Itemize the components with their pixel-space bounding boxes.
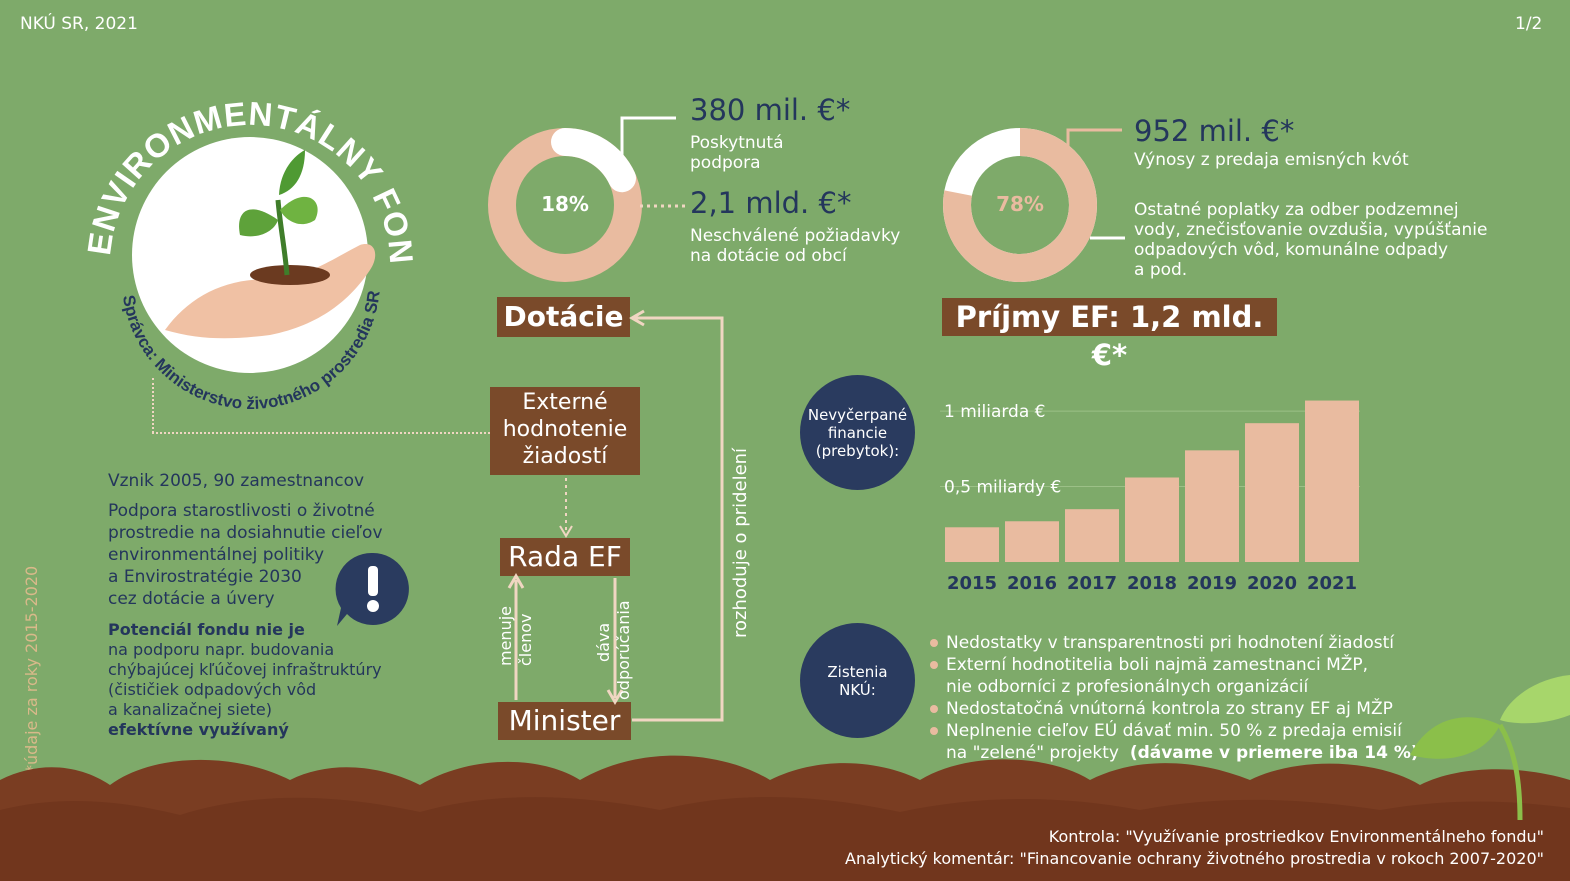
rozhoduje-label: rozhoduje o pridelení [730,447,751,638]
logo-connector-horizontal [152,432,490,434]
finding-item: Nedostatky v transparentnosti pri hodnot… [930,632,1419,654]
income-total-box: Príjmy EF: 1,2 mld. €* [942,298,1277,372]
page-number: 1/2 [1515,14,1543,34]
other-fees-line: a pod. [1134,260,1188,280]
surplus-line: Nevyčerpané [807,405,908,424]
desc-line: cez dotácie a úvery [108,589,275,609]
flow-arrows [507,309,724,722]
year-label: 2020 [1247,573,1297,594]
desc-line: a Envirostratégie 2030 [108,567,302,587]
emission-value: 952 mil. €* [1134,114,1295,148]
soil-decoration [0,755,1570,881]
external-line: hodnotenie [502,417,628,442]
potential-line: a kanalizačnej siete) [108,700,273,719]
year-label: 2021 [1307,573,1357,594]
support-value: 380 mil. €* [690,93,851,127]
findings-list: Nedostatky v transparentnosti pri hodnot… [930,632,1419,764]
logo-connector-vertical [152,378,154,433]
potential-line: Potenciál fondu nie je [108,620,305,639]
finding-text: na "zelené" projekty [946,743,1119,763]
surplus-line: financie [827,423,888,442]
bar-2015 [945,527,999,562]
findings-circle-line: NKÚ: [839,680,876,699]
footer-line: Analytický komentár: "Financovanie ochra… [845,849,1544,868]
fund-logo: ENVIRONMENTÁLNY FOND Správca: Ministerst… [80,90,419,413]
dava-line: odporúčania [614,600,633,700]
rejected-label-line: na dotácie od obcí [690,246,847,266]
bar-2019 [1185,450,1239,562]
dava-line: dáva [594,622,613,662]
bar-2017 [1065,509,1119,562]
footer-sources: Kontrola: "Využívanie prostriedkov Envir… [845,826,1544,870]
dotacie-box: Dotácie [497,297,630,337]
finding-item: Neplnenie cieľov EÚ dávať min. 50 % z pr… [930,720,1419,742]
findings-circle: Zistenia NKÚ: [800,623,915,738]
support-label-line: Poskytnutá [690,133,784,153]
other-fees-line: vody, znečisťovanie ovzdušia, vypúšťanie [1134,220,1488,240]
menuje-label: menuje členov [496,606,536,666]
income-donut [943,128,1097,282]
finding-item-cont: nie odborníci z profesionálnych organizá… [946,677,1309,697]
external-evaluation-box: Externé hodnotenie žiadostí [490,387,640,475]
year-label: 2015 [947,573,997,594]
menuje-line: menuje [496,606,515,666]
finding-highlight: (dávame v priemere iba 14 %) [1129,743,1419,763]
other-fees-line: odpadových vôd, komunálne odpady [1134,240,1449,260]
bar-2021 [1305,400,1359,562]
income-percent: 78% [996,192,1044,216]
bar-2020 [1245,423,1299,562]
rada-ef-box: Rada EF [500,538,630,576]
bar-2018 [1125,477,1179,562]
menuje-line: členov [516,613,535,666]
gridline-label: 1 miliarda € [944,402,1046,422]
potential-text: Potenciál fondu nie je na podporu napr. … [108,620,382,740]
findings-circle-line: Zistenia [827,662,888,681]
year-label: 2017 [1067,573,1117,594]
surplus-line: (prebytok): [815,441,900,460]
potential-line: efektívne využívaný [108,720,289,739]
rejected-label-line: Neschválené požiadavky [690,226,901,246]
rejected-value: 2,1 mld. €* [690,186,852,220]
source-label: NKÚ SR, 2021 [20,14,138,34]
desc-line: Podpora starostlivosti o životné [108,501,375,521]
support-label-line: podpora [690,153,761,173]
support-label: Poskytnutá podpora [690,133,784,173]
year-label: 2016 [1007,573,1057,594]
exclamation-icon [335,552,409,626]
income-connectors [1066,128,1125,240]
potential-line: chýbajúcej kľúčovej infraštruktúry [108,660,382,679]
year-label: 2019 [1187,573,1237,594]
bar-2016 [1005,521,1059,562]
potential-line: na podporu napr. budovania [108,640,335,659]
emission-label: Výnosy z predaja emisných kvót [1134,150,1409,170]
finding-item: Nedostatočná vnútorná kontrola zo strany… [930,698,1419,720]
potential-line: (čističiek odpadových vôd [108,680,317,699]
support-percent: 18% [541,192,589,216]
fund-description: Vznik 2005, 90 zamestnancov Podpora star… [108,470,383,610]
other-fees-label: Ostatné poplatky za odber podzemnej vody… [1134,200,1487,280]
support-connectors [620,116,685,208]
sprout-icon [1410,675,1570,821]
gridline-label: 0,5 miliardy € [944,478,1061,498]
other-fees-line: Ostatné poplatky za odber podzemnej [1134,200,1459,220]
surplus-bar-chart: 1 miliarda € 0,5 miliardy € 2015 2016 2017 20… [940,400,1360,594]
footer-line: Kontrola: "Využívanie prostriedkov Envir… [1048,827,1544,846]
finding-item: Externí hodnotitelia boli najmä zamestna… [930,654,1419,676]
desc-line: environmentálnej politiky [108,545,325,565]
desc-line: prostredie na dosiahnutie cieľov [108,523,383,543]
dava-label: dáva odporúčania [594,600,634,700]
surplus-circle: Nevyčerpané financie (prebytok): [800,375,915,490]
external-line: žiadostí [522,444,608,469]
founded-text: Vznik 2005, 90 zamestnancov [108,471,365,491]
support-donut [488,128,642,282]
external-line: Externé [522,390,608,415]
finding-item-cont: na "zelené" projekty (dávame v priemere … [930,742,1419,764]
year-label: 2018 [1127,573,1177,594]
minister-box: Minister [498,702,631,740]
rejected-label: Neschválené požiadavky na dotácie od obc… [690,226,900,266]
